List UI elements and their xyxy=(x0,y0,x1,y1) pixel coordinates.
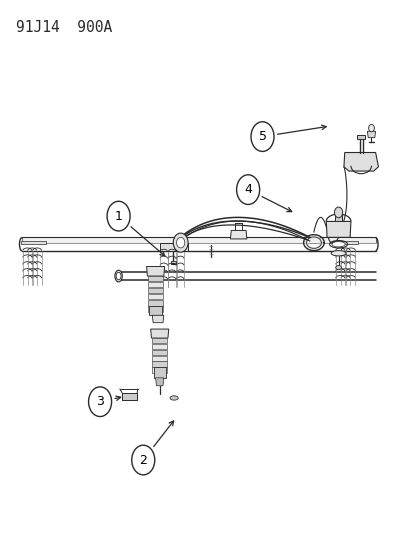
Circle shape xyxy=(250,122,273,151)
Circle shape xyxy=(173,233,188,252)
Circle shape xyxy=(88,387,112,417)
Polygon shape xyxy=(22,237,375,243)
Polygon shape xyxy=(148,288,163,294)
Polygon shape xyxy=(152,356,167,361)
Polygon shape xyxy=(152,367,167,373)
Polygon shape xyxy=(335,214,341,221)
Polygon shape xyxy=(146,266,164,276)
Polygon shape xyxy=(332,241,358,244)
Text: 3: 3 xyxy=(96,395,104,408)
Ellipse shape xyxy=(170,396,178,400)
Text: 91J14  900A: 91J14 900A xyxy=(16,20,112,35)
Polygon shape xyxy=(152,344,167,349)
Polygon shape xyxy=(155,378,164,386)
Polygon shape xyxy=(366,131,375,138)
Text: 1: 1 xyxy=(114,209,122,223)
Polygon shape xyxy=(356,135,364,139)
Text: 2: 2 xyxy=(139,454,147,466)
Text: 4: 4 xyxy=(244,183,252,196)
Polygon shape xyxy=(152,350,167,355)
Text: 5: 5 xyxy=(258,130,266,143)
Polygon shape xyxy=(148,300,163,305)
Polygon shape xyxy=(21,241,46,244)
Circle shape xyxy=(334,207,342,217)
Polygon shape xyxy=(152,316,164,322)
Polygon shape xyxy=(148,294,163,300)
Polygon shape xyxy=(122,393,137,400)
Ellipse shape xyxy=(115,270,122,282)
Polygon shape xyxy=(149,306,161,316)
Ellipse shape xyxy=(331,241,344,247)
Polygon shape xyxy=(148,282,163,287)
Circle shape xyxy=(176,237,184,248)
Polygon shape xyxy=(171,261,176,264)
Polygon shape xyxy=(159,243,188,251)
Ellipse shape xyxy=(335,265,341,270)
Polygon shape xyxy=(152,338,167,343)
Circle shape xyxy=(131,445,154,475)
Circle shape xyxy=(107,201,130,231)
Polygon shape xyxy=(325,221,350,237)
Polygon shape xyxy=(152,361,167,367)
Polygon shape xyxy=(343,152,377,171)
Ellipse shape xyxy=(330,251,345,256)
Polygon shape xyxy=(153,367,166,378)
Ellipse shape xyxy=(116,272,121,280)
Polygon shape xyxy=(148,276,163,281)
Circle shape xyxy=(368,124,373,132)
Polygon shape xyxy=(150,329,169,338)
Circle shape xyxy=(236,175,259,205)
Polygon shape xyxy=(148,306,163,312)
Polygon shape xyxy=(230,230,246,239)
